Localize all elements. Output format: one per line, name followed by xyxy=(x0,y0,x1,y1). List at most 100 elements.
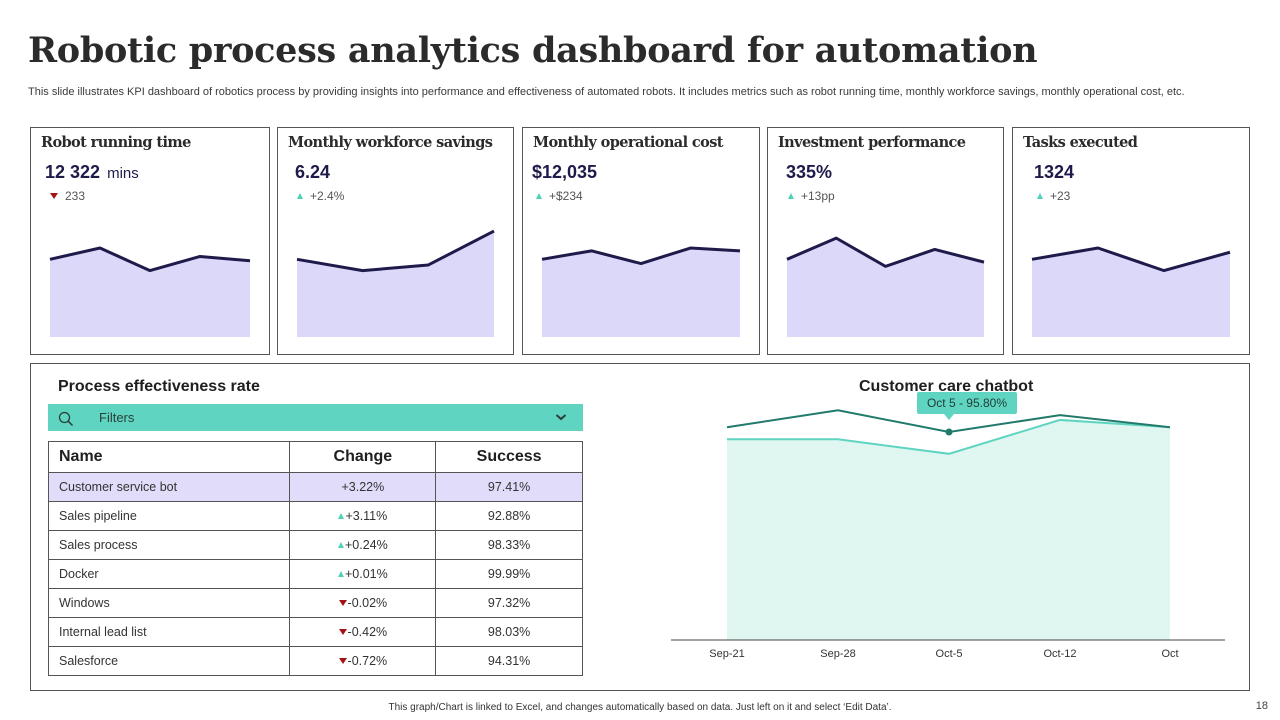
x-tick-label: Oct-12 xyxy=(1043,648,1076,660)
kpi-unit: mins xyxy=(107,165,139,182)
kpi-value: 12 322 mins xyxy=(45,162,139,183)
trend-up-icon xyxy=(297,192,303,199)
kpi-card-monthly-workforce-savings[interactable]: Monthly workforce savings 6.24 +2.4% xyxy=(277,127,514,355)
kpi-card-monthly-operational-cost[interactable]: Monthly operational cost $12,035 +$234 xyxy=(522,127,760,355)
kpi-value-number: 6.24 xyxy=(295,162,331,182)
series-line-light xyxy=(727,418,1171,455)
x-tick-label: Sep-28 xyxy=(820,648,855,660)
kpi-value-number: 12 322 xyxy=(45,162,101,182)
trend-up-icon xyxy=(337,570,344,577)
trend-up-icon xyxy=(337,541,344,548)
kpi-card-investment-performance[interactable]: Investment performance 335% +13pp xyxy=(767,127,1004,355)
cell-change-value: +0.24% xyxy=(344,538,388,552)
trend-up-icon xyxy=(536,192,542,199)
kpi-delta: +2.4% xyxy=(297,189,344,203)
kpi-value: 1324 xyxy=(1034,162,1074,183)
kpi-delta-value: +23 xyxy=(1050,189,1071,203)
cell-success: 97.32% xyxy=(435,588,583,618)
kpi-delta: +$234 xyxy=(536,189,583,203)
tooltip-text: Oct 5 - 95.80% xyxy=(927,396,1007,410)
filters-label: Filters xyxy=(99,410,135,425)
column-header-success[interactable]: Success xyxy=(435,441,583,473)
chevron-down-icon[interactable] xyxy=(555,412,567,422)
kpi-value-number: $12,035 xyxy=(532,162,598,182)
kpi-delta-value: +2.4% xyxy=(310,189,345,203)
cell-change: -0.72% xyxy=(289,646,437,676)
footer-note: This graph/Chart is linked to Excel, and… xyxy=(388,702,892,713)
cell-name: Customer service bot xyxy=(47,472,291,502)
x-tick-label: Oct-5 xyxy=(936,648,963,660)
trend-down-icon xyxy=(338,599,347,606)
kpi-title: Monthly workforce savings xyxy=(288,134,493,151)
page-title: Robotic process analytics dashboard for … xyxy=(28,30,1038,71)
cell-change-value: -0.02% xyxy=(347,596,388,610)
page-subtitle: This slide illustrates KPI dashboard of … xyxy=(28,86,1185,98)
x-tick-label: Oct xyxy=(1161,648,1178,660)
kpi-delta-value: 233 xyxy=(65,189,86,203)
search-icon[interactable] xyxy=(58,411,74,427)
sparkline-line xyxy=(49,246,251,273)
sparkline-line xyxy=(541,246,741,266)
cell-name: Sales process xyxy=(47,530,291,560)
kpi-title: Investment performance xyxy=(778,134,966,151)
cell-name: Docker xyxy=(47,559,291,589)
kpi-title: Tasks executed xyxy=(1023,134,1138,151)
chart-tooltip: Oct 5 - 95.80% xyxy=(917,392,1017,421)
cell-change-value: +3.22% xyxy=(341,480,385,494)
kpi-value-number: 335% xyxy=(786,162,833,182)
page-number: 18 xyxy=(1255,700,1268,712)
kpi-delta-value: +$234 xyxy=(549,189,583,203)
cell-change-value: -0.72% xyxy=(347,654,388,668)
trend-down-icon xyxy=(338,657,347,664)
kpi-sparkline xyxy=(49,246,251,337)
cell-success: 97.41% xyxy=(435,472,583,502)
kpi-delta-value: +13pp xyxy=(801,189,835,203)
sparkline-line xyxy=(296,229,495,273)
filters-bar[interactable]: Filters xyxy=(48,404,583,431)
kpi-sparkline xyxy=(541,246,741,337)
sparkline-line xyxy=(786,236,985,268)
x-tick-label: Sep-21 xyxy=(709,648,744,660)
kpi-value: 335% xyxy=(786,162,832,183)
trend-up-icon xyxy=(1037,192,1043,199)
kpi-value: 6.24 xyxy=(295,162,330,183)
kpi-sparkline xyxy=(786,236,985,337)
cell-name: Windows xyxy=(47,588,291,618)
kpi-card-tasks-executed[interactable]: Tasks executed 1324 +23 xyxy=(1012,127,1250,355)
column-header-change[interactable]: Change xyxy=(289,441,437,473)
kpi-card-robot-running-time[interactable]: Robot running time 12 322 mins 233 xyxy=(30,127,270,355)
trend-down-icon xyxy=(50,192,58,199)
series-area xyxy=(727,419,1170,640)
sparkline-area xyxy=(1032,248,1230,337)
bottom-panel: Process effectiveness rate Filters Name … xyxy=(30,363,1250,691)
kpi-sparkline xyxy=(296,229,495,337)
kpi-title: Monthly operational cost xyxy=(533,134,723,151)
kpi-value-number: 1324 xyxy=(1034,162,1075,182)
trend-up-icon xyxy=(338,512,345,519)
kpi-delta: +23 xyxy=(1037,189,1070,203)
cell-change-value: +3.11% xyxy=(345,509,388,523)
cell-name: Salesforce xyxy=(47,646,291,676)
kpi-value: $12,035 xyxy=(532,162,597,183)
table-row[interactable]: Customer service bot +3.22% 97.41% xyxy=(47,472,583,502)
sparkline-area xyxy=(787,238,984,337)
table-row[interactable]: Sales process +0.24% 98.33% xyxy=(47,530,583,560)
sparkline-area xyxy=(50,248,250,337)
process-effectiveness-table: Name Change Success Customer service bot… xyxy=(47,441,583,676)
cell-change-value: +0.01% xyxy=(344,567,388,581)
table-row[interactable]: Salesforce -0.72% 94.31% xyxy=(47,646,583,676)
chatbot-area-chart[interactable]: Sep-21 Sep-28 Oct-5 Oct-12 Oct Oct 5 - 95.80% xyxy=(31,364,1249,690)
sparkline-line xyxy=(1031,246,1231,273)
kpi-delta: +13pp xyxy=(788,189,835,203)
kpi-delta: 233 xyxy=(50,189,85,203)
process-effectiveness-title: Process effectiveness rate xyxy=(58,378,260,395)
trend-up-icon xyxy=(788,192,794,199)
kpi-title: Robot running time xyxy=(41,134,191,151)
highlighted-point[interactable] xyxy=(945,428,953,436)
kpi-sparkline xyxy=(1031,246,1231,337)
cell-change-value: -0.42% xyxy=(347,625,388,639)
chatbot-chart-title: Customer care chatbot xyxy=(859,378,1034,395)
sparkline-area xyxy=(542,248,740,337)
trend-down-icon xyxy=(338,628,347,635)
table-row[interactable]: Windows -0.02% 97.32% xyxy=(47,588,583,618)
